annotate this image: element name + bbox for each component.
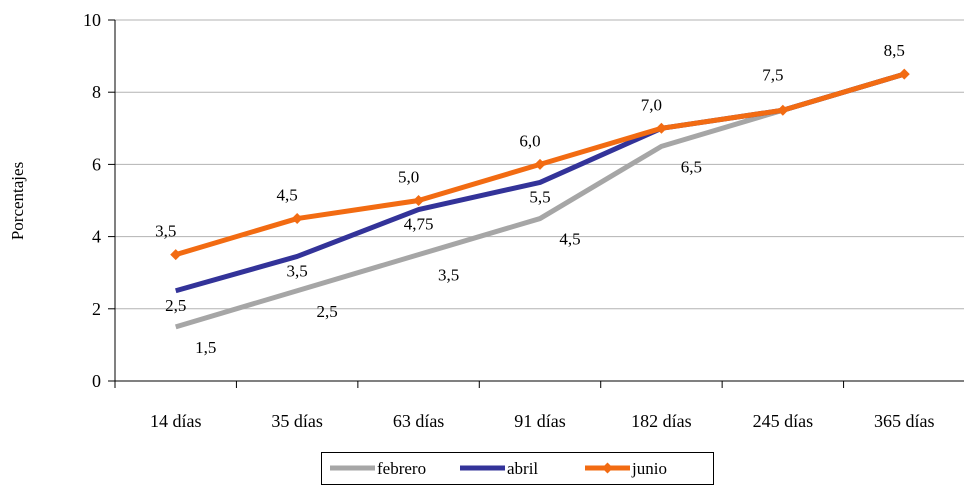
y-tick-label: 4	[92, 227, 101, 247]
data-label: 7,5	[762, 65, 783, 84]
point-junio	[534, 158, 546, 170]
data-label: 3,5	[438, 266, 459, 285]
y-tick-label: 8	[92, 82, 101, 102]
x-tick-label: 14 días	[150, 411, 202, 431]
legend-label: abril	[507, 459, 538, 478]
data-label: 2,5	[317, 302, 338, 321]
data-label: 6,5	[681, 157, 702, 176]
data-label: 1,5	[195, 338, 216, 357]
y-tick-label: 0	[92, 371, 101, 391]
data-label: 6,0	[519, 131, 540, 150]
x-tick-label: 63 días	[393, 411, 445, 431]
legend-box	[321, 452, 714, 485]
y-tick-label: 6	[92, 154, 101, 174]
x-tick-labels: 14 días 35 días 63 días 91 días 182 días 245 …	[150, 411, 935, 431]
data-label: 5,5	[529, 187, 550, 206]
axes	[108, 19, 964, 388]
point-junio	[655, 122, 667, 134]
x-tick-label: 365 días	[874, 411, 935, 431]
legend-marker	[602, 462, 613, 474]
point-junio	[898, 68, 910, 80]
legend-label: febrero	[377, 459, 426, 478]
data-labels: 1,5 2,5 3,5 4,5 6,5 2,5 3,5 4,75 5,5 3,5 4,5 5,0 6,0…	[155, 41, 905, 357]
x-tick-label: 35 días	[271, 411, 323, 431]
point-junio	[777, 104, 789, 116]
data-label: 3,5	[287, 261, 308, 280]
y-tick-labels: 0 2 4 6 8 10	[83, 10, 101, 391]
data-label: 7,0	[641, 95, 662, 114]
x-tick-label: 245 días	[753, 411, 814, 431]
data-label: 4,75	[404, 215, 434, 234]
data-label: 8,5	[884, 41, 905, 60]
point-junio	[413, 195, 425, 206]
point-junio	[170, 249, 182, 261]
data-label: 2,5	[165, 296, 186, 315]
data-label: 3,5	[155, 222, 176, 241]
y-tick-label: 10	[83, 10, 101, 30]
series-lines	[170, 68, 910, 330]
data-label: 4,5	[277, 186, 298, 205]
point-junio	[291, 213, 303, 225]
legend: febrero abril junio	[321, 452, 714, 485]
data-label: 4,5	[559, 230, 580, 249]
data-label: 5,0	[398, 168, 419, 187]
y-axis-label: Porcentajes	[8, 162, 27, 240]
x-tick-label: 182 días	[631, 411, 692, 431]
x-tick-label: 91 días	[514, 411, 566, 431]
y-tick-label: 2	[92, 299, 101, 319]
legend-label: junio	[631, 459, 667, 478]
